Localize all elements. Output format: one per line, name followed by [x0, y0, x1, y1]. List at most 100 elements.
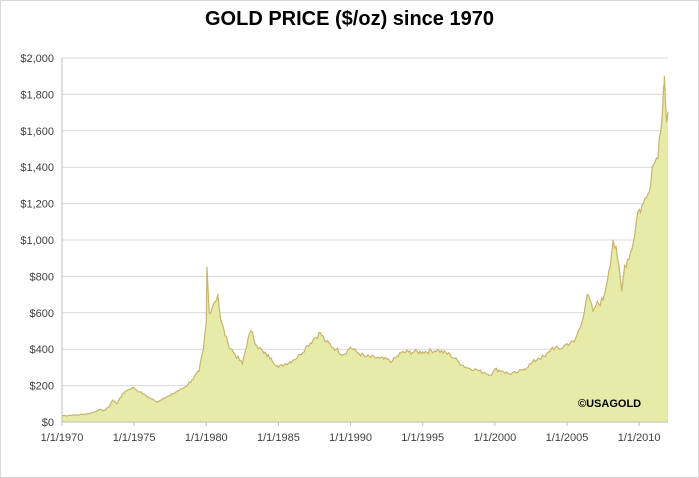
data-point — [342, 353, 345, 356]
data-point — [407, 351, 410, 353]
data-point — [580, 322, 583, 325]
data-point — [473, 368, 476, 371]
data-point — [241, 362, 244, 365]
data-point — [566, 342, 568, 345]
data-point — [250, 330, 252, 332]
data-point — [508, 372, 511, 375]
y-tick-label: $0 — [42, 417, 54, 429]
data-point — [319, 332, 322, 334]
data-point — [205, 321, 208, 323]
data-point — [391, 360, 394, 362]
data-point — [491, 373, 493, 376]
data-point — [139, 391, 141, 393]
data-point — [421, 351, 424, 353]
data-point — [602, 299, 604, 301]
data-point — [494, 368, 496, 371]
data-point — [131, 386, 134, 389]
data-point — [169, 394, 172, 397]
y-tick-label: $600 — [30, 308, 54, 320]
watermark-label: ©USAGOLD — [578, 398, 641, 410]
x-tick-label: 1/1/1970 — [41, 432, 84, 444]
data-point — [97, 409, 99, 411]
data-point — [198, 370, 200, 372]
data-point — [558, 348, 561, 351]
data-point — [436, 349, 438, 351]
data-point — [111, 399, 114, 401]
x-tick-label: 1/1/1985 — [257, 432, 300, 444]
data-point — [299, 353, 301, 356]
data-point — [400, 352, 402, 354]
data-point — [636, 211, 639, 214]
y-tick-label: $200 — [30, 381, 54, 393]
y-tick-label: $400 — [30, 344, 54, 356]
data-point — [202, 348, 205, 351]
data-point — [108, 404, 111, 407]
data-point — [349, 346, 352, 349]
axes: $0 $200 $400 $600 $800 $1,000 $1,200 $1,400 $1,6… — [20, 53, 668, 444]
data-point — [270, 357, 273, 360]
data-point — [612, 239, 614, 241]
x-tick-label: 1/1/1975 — [113, 432, 156, 444]
data-point — [551, 346, 554, 349]
y-tick-label: $2,000 — [20, 53, 54, 65]
data-point — [449, 353, 451, 356]
x-tick-label: 1/1/1995 — [401, 432, 444, 444]
data-point — [364, 355, 366, 358]
data-point — [116, 403, 118, 405]
data-point — [616, 257, 619, 260]
data-point — [515, 372, 518, 374]
data-point — [465, 366, 467, 369]
data-point — [325, 341, 327, 343]
data-point — [227, 342, 229, 345]
data-point — [335, 348, 337, 351]
y-tick-label: $1,400 — [20, 162, 54, 174]
data-point — [313, 337, 316, 340]
data-point — [212, 302, 215, 305]
data-point — [483, 372, 486, 374]
data-point — [90, 412, 92, 415]
data-point — [621, 290, 623, 292]
data-point — [501, 370, 503, 372]
data-point — [118, 397, 121, 400]
data-point — [667, 111, 669, 114]
data-point — [208, 312, 210, 314]
data-point — [156, 401, 159, 403]
data-point — [183, 386, 186, 389]
data-point — [219, 319, 222, 321]
data-point — [162, 397, 164, 400]
y-tick-label: $1,600 — [20, 126, 54, 138]
data-point — [176, 390, 179, 392]
x-tick-label: 1/1/1990 — [329, 432, 372, 444]
data-point — [255, 344, 258, 347]
data-point — [124, 390, 127, 392]
y-tick-label: $1,000 — [20, 235, 54, 247]
x-tick-label: 1/1/1980 — [185, 432, 228, 444]
data-point — [651, 166, 653, 168]
data-point — [642, 202, 645, 205]
data-point — [247, 337, 249, 340]
data-point — [457, 361, 460, 363]
data-point — [234, 353, 236, 356]
data-point — [544, 355, 547, 358]
data-point — [306, 344, 309, 347]
data-point — [592, 310, 594, 312]
x-tick-label: 1/1/2000 — [473, 432, 516, 444]
data-point — [75, 414, 78, 416]
data-point — [623, 264, 626, 267]
data-point — [573, 341, 576, 343]
data-point — [277, 366, 280, 369]
chart-title: GOLD PRICE ($/oz) since 1970 — [205, 8, 494, 30]
data-point — [191, 379, 193, 381]
data-point — [631, 248, 633, 250]
data-point — [537, 357, 539, 360]
data-point — [530, 362, 532, 365]
data-point — [292, 359, 294, 361]
data-point — [662, 84, 665, 87]
x-tick-label: 1/1/2010 — [618, 432, 661, 444]
y-tick-label: $1,200 — [20, 199, 54, 211]
data-point — [356, 352, 359, 354]
data-point — [104, 409, 107, 411]
series-layer — [61, 75, 669, 422]
data-point — [284, 362, 287, 365]
data-point — [217, 293, 219, 296]
